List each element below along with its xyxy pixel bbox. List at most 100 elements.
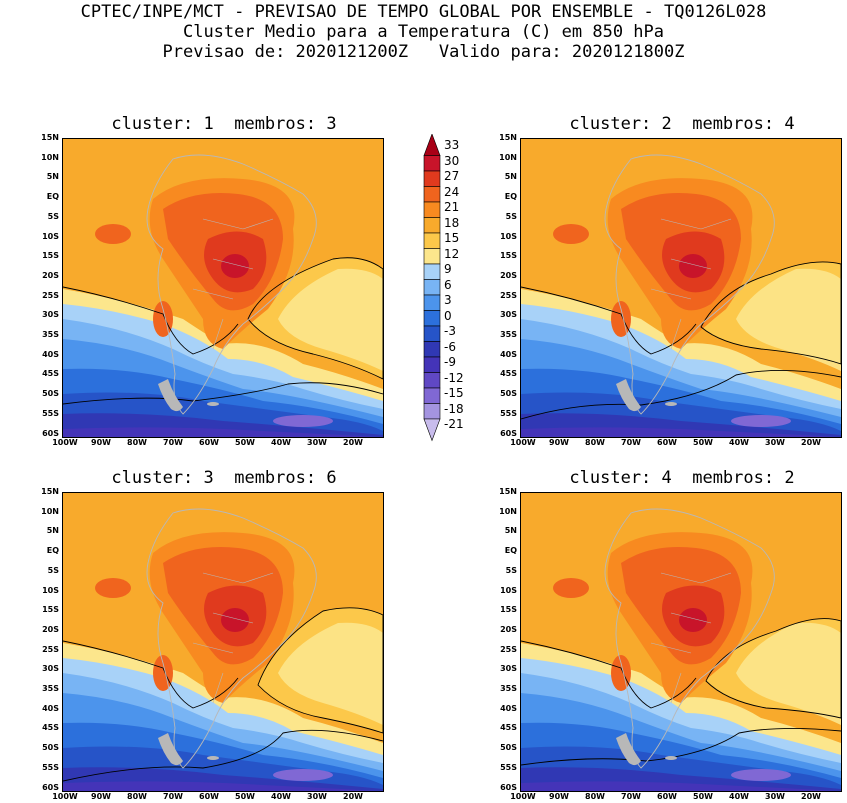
lon-label: 20W: [343, 792, 363, 801]
lat-label: 45S: [500, 723, 517, 733]
colorbar-label: 12: [444, 246, 460, 261]
lat-label: 15N: [41, 487, 59, 496]
colorbar-cell: [423, 372, 441, 389]
contour-line: [63, 729, 383, 782]
border-lines: [650, 572, 732, 704]
colorbar-label: 27: [444, 169, 460, 183]
lat-label: 25S: [42, 644, 59, 654]
map-panel-1: [62, 138, 384, 438]
contour-line: [63, 640, 239, 709]
lat-label: 15N: [499, 487, 517, 496]
lat-label: 5S: [47, 565, 59, 575]
lat-label: 15S: [42, 605, 59, 615]
temperature-band: [731, 769, 791, 781]
lat-label: EQ: [504, 192, 517, 202]
colorbar-cell: [423, 170, 441, 187]
lat-label: 5S: [505, 211, 517, 221]
temperature-band: [63, 427, 383, 437]
temperature-band: [611, 301, 631, 337]
lat-label: 5N: [46, 172, 59, 182]
lat-label: 60S: [500, 782, 517, 792]
lon-label: 40W: [729, 792, 749, 801]
lat-label: EQ: [46, 546, 59, 556]
colorbar-cell: [423, 403, 441, 420]
colorbar-cell: [423, 232, 441, 249]
lat-label: EQ: [504, 546, 517, 556]
lat-label: 15S: [42, 251, 59, 261]
colorbar-cell: [423, 155, 441, 172]
temperature-band: [736, 268, 841, 371]
lon-label: 70W: [163, 438, 183, 447]
lat-label: 25S: [500, 644, 517, 654]
lon-label: 50W: [693, 792, 713, 801]
lon-label: 80W: [585, 792, 605, 801]
lon-label: 30W: [765, 792, 785, 801]
colorbar-cell: [423, 186, 441, 203]
colorbar-cell: [423, 134, 441, 156]
lat-label: 45S: [42, 723, 59, 733]
lon-label: 80W: [127, 438, 147, 447]
lat-label: 15S: [500, 605, 517, 615]
colorbar-cell: [423, 294, 441, 311]
lat-label: 5N: [504, 526, 517, 536]
lon-label: 70W: [621, 438, 641, 447]
lat-label: 15N: [41, 133, 59, 142]
lat-label: 10S: [42, 585, 59, 595]
lat-label: 5N: [46, 526, 59, 536]
patagonia-islands: [616, 733, 641, 766]
lat-label: 35S: [42, 330, 59, 339]
colorbar-cell: [423, 341, 441, 358]
temperature-band: [611, 655, 631, 691]
header-line-3: Previsao de: 2020121200Z Valido para: 20…: [162, 42, 685, 62]
lon-label: 50W: [235, 792, 255, 801]
panel-3-title: cluster: 3 membros: 6: [111, 468, 337, 488]
lat-label: 35S: [500, 684, 517, 693]
lon-label: 50W: [693, 438, 713, 447]
lat-label: 60S: [42, 428, 59, 438]
lat-label: 60S: [42, 782, 59, 792]
lon-label: 70W: [621, 792, 641, 801]
colorbar-label: -12: [444, 370, 464, 385]
temperature-band: [63, 781, 383, 791]
lat-label: 50S: [42, 389, 59, 399]
contour-line: [521, 640, 697, 709]
falkland-islands: [665, 756, 677, 760]
colorbar-cell: [423, 387, 441, 404]
lon-label: 60W: [199, 438, 219, 447]
lon-label: 20W: [801, 438, 821, 447]
temperature-band: [553, 578, 589, 598]
temperature-band: [278, 622, 383, 725]
patagonia-islands: [158, 379, 183, 412]
lat-label: 10N: [499, 152, 517, 162]
lon-label: 80W: [127, 792, 147, 801]
lat-label: 40S: [500, 703, 517, 713]
lon-label: 60W: [199, 792, 219, 801]
lat-label: 5N: [504, 172, 517, 182]
lon-label: 90W: [91, 438, 111, 447]
colorbar-label: 0: [444, 308, 452, 323]
lon-label: 60W: [657, 792, 677, 801]
temperature-band: [153, 301, 173, 337]
lat-label: 15N: [499, 133, 517, 142]
lon-label: 100W: [52, 438, 78, 447]
colorbar-cell: [423, 279, 441, 296]
lon-label: 30W: [307, 438, 327, 447]
colorbar-label: 18: [444, 215, 460, 230]
lat-label: 60S: [500, 428, 517, 438]
lat-label: 5S: [505, 565, 517, 575]
colorbar-cell: [423, 418, 441, 442]
falkland-islands: [665, 402, 677, 406]
lon-label: 30W: [307, 792, 327, 801]
lat-label: 10S: [500, 585, 517, 595]
colorbar-cell: [423, 201, 441, 218]
temperature-band: [553, 224, 589, 244]
border-lines: [192, 572, 274, 704]
temperature-band: [273, 769, 333, 781]
colorbar-cell: [423, 263, 441, 280]
temperature-band: [278, 268, 383, 371]
lon-label: 100W: [510, 792, 536, 801]
lon-label: 90W: [549, 792, 569, 801]
panel-4-title: cluster: 4 membros: 2: [569, 468, 795, 488]
coastline: [146, 154, 317, 415]
lat-label: 55S: [500, 408, 517, 418]
